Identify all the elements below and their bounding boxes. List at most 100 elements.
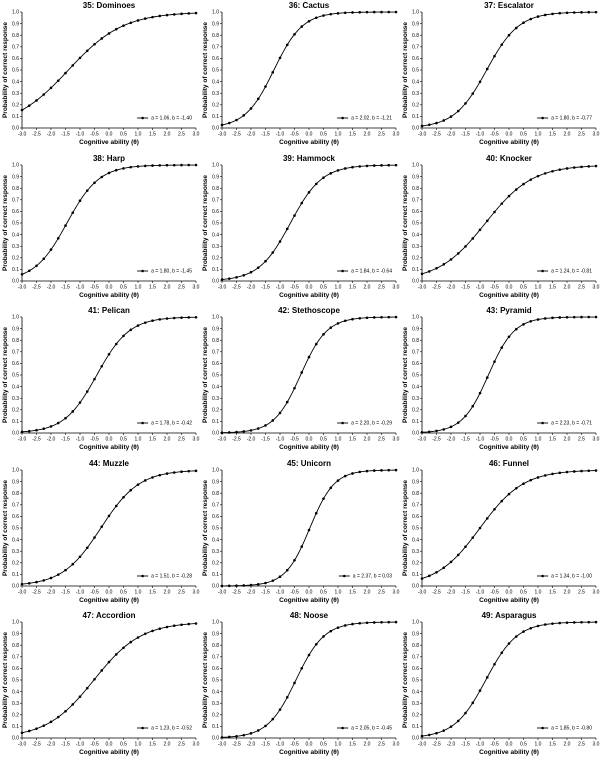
legend-label: a = 2.23, b = -0.71 bbox=[551, 421, 592, 427]
chart-svg: 45: Unicorn 0.0 0.1 0.2 0.3 0.4 0.5 0.6 0.7 0.8 0.… bbox=[202, 459, 400, 604]
y-tick-label: 0.8 bbox=[412, 338, 419, 344]
y-tick-label: 1.0 bbox=[412, 163, 419, 169]
x-tick-label: -1.5 bbox=[461, 132, 470, 138]
data-point bbox=[372, 316, 376, 319]
y-tick-label: 0.9 bbox=[212, 479, 219, 485]
x-tick-label: -2.0 bbox=[447, 285, 456, 291]
x-axis-label: Cognitive ability (θ) bbox=[79, 444, 139, 451]
data-point bbox=[543, 317, 547, 320]
data-point bbox=[187, 316, 191, 319]
y-tick-label: 0.3 bbox=[212, 549, 219, 555]
series-line bbox=[21, 623, 197, 734]
data-point bbox=[394, 468, 398, 472]
x-tick-label: -3.0 bbox=[18, 590, 27, 596]
data-point bbox=[307, 355, 311, 359]
y-tick-label: 1.0 bbox=[12, 315, 19, 321]
data-point bbox=[114, 653, 118, 656]
data-point bbox=[372, 10, 376, 14]
data-point bbox=[380, 620, 383, 624]
x-tick-label: 2.0 bbox=[164, 742, 171, 748]
y-tick-label: 0.9 bbox=[412, 479, 419, 485]
data-point bbox=[580, 469, 583, 473]
data-point bbox=[478, 526, 482, 530]
data-point bbox=[500, 346, 504, 349]
x-tick-label: -2.5 bbox=[232, 742, 241, 748]
data-point bbox=[587, 469, 591, 473]
legend-swatch-marker bbox=[141, 726, 144, 730]
y-tick-label: 0.1 bbox=[412, 267, 419, 273]
x-tick-label: -3.0 bbox=[218, 742, 227, 748]
y-tick-label: 0.5 bbox=[412, 68, 419, 74]
chart-panel: 38: Harp 0.0 0.1 0.2 0.3 0.4 0.5 0.6 0.7 0.8 0.9 1.… bbox=[0, 153, 200, 305]
y-tick-label: 0.4 bbox=[412, 689, 419, 695]
y-tick-label: 0.3 bbox=[212, 396, 219, 402]
data-point bbox=[572, 621, 576, 624]
y-tick-label: 0.0 bbox=[12, 431, 19, 437]
data-point bbox=[507, 335, 511, 339]
data-point bbox=[449, 115, 453, 118]
y-tick-label: 0.3 bbox=[12, 244, 19, 250]
data-point bbox=[478, 391, 482, 395]
data-point bbox=[271, 71, 275, 74]
chart-panel: 39: Hammock 0.0 0.1 0.2 0.3 0.4 0.5 0.6 0.7 0.8 0.… bbox=[200, 153, 400, 305]
chart-panel: 43: Pyramid 0.0 0.1 0.2 0.3 0.4 0.5 0.6 0.7 0.8 0.… bbox=[400, 305, 600, 457]
data-point bbox=[27, 269, 31, 273]
data-point bbox=[249, 270, 253, 274]
data-point bbox=[151, 164, 154, 167]
chart-svg: 38: Harp 0.0 0.1 0.2 0.3 0.4 0.5 0.6 0.7 0.8 0.9 1.… bbox=[2, 154, 200, 299]
data-point bbox=[394, 315, 398, 319]
data-point bbox=[551, 169, 554, 173]
x-tick-label: -2.5 bbox=[32, 285, 41, 291]
data-point bbox=[572, 470, 576, 473]
x-tick-label: 0.0 bbox=[506, 742, 513, 748]
data-point bbox=[35, 264, 38, 268]
legend-label: a = 1.78, b = -0.42 bbox=[151, 421, 192, 427]
legend-swatch-marker bbox=[541, 421, 544, 425]
x-tick-label: 2.0 bbox=[364, 437, 371, 443]
data-point bbox=[427, 123, 431, 127]
x-tick-label: 2.5 bbox=[378, 285, 385, 291]
legend-swatch-marker bbox=[141, 116, 144, 120]
legend-label: a = 2.05, b = -0.45 bbox=[351, 726, 392, 732]
legend-swatch-marker bbox=[141, 269, 144, 273]
y-axis-label: Probability of correct response bbox=[2, 632, 9, 728]
x-tick-label: 2.5 bbox=[578, 437, 585, 443]
chart-panel: 47: Accordion 0.0 0.1 0.2 0.3 0.4 0.5 0.6 0.7 0.8… bbox=[0, 610, 200, 762]
data-point bbox=[285, 43, 289, 47]
data-point bbox=[71, 562, 75, 566]
y-tick-label: 0.7 bbox=[412, 503, 419, 509]
data-point bbox=[558, 471, 562, 475]
data-point bbox=[35, 99, 38, 102]
data-point bbox=[107, 171, 111, 175]
data-point bbox=[151, 319, 154, 322]
data-point bbox=[322, 333, 325, 336]
chart-panel: 45: Unicorn 0.0 0.1 0.2 0.3 0.4 0.5 0.6 0.7 0.8 0.… bbox=[200, 458, 400, 610]
data-point bbox=[172, 624, 176, 628]
data-point bbox=[307, 528, 311, 532]
data-point bbox=[565, 470, 569, 474]
y-tick-label: 0.8 bbox=[412, 186, 419, 192]
data-point bbox=[565, 167, 569, 170]
data-point bbox=[64, 416, 67, 420]
data-point bbox=[100, 364, 104, 368]
x-tick-label: 1.0 bbox=[535, 285, 542, 291]
data-point bbox=[122, 496, 125, 499]
x-tick-label: -1.0 bbox=[476, 590, 485, 596]
x-tick-label: -0.5 bbox=[490, 742, 499, 748]
y-tick-label: 0.8 bbox=[12, 491, 19, 497]
data-point bbox=[442, 119, 446, 122]
x-tick-label: -1.0 bbox=[276, 590, 285, 596]
y-tick-label: 0.3 bbox=[12, 701, 19, 707]
data-point bbox=[485, 517, 489, 520]
y-tick-label: 0.2 bbox=[212, 561, 219, 567]
data-point bbox=[493, 210, 496, 214]
y-tick-label: 0.4 bbox=[12, 384, 19, 390]
data-point bbox=[122, 646, 125, 650]
x-tick-label: 3.0 bbox=[193, 590, 200, 596]
data-point bbox=[558, 316, 562, 319]
data-point bbox=[71, 410, 75, 413]
x-tick-label: 3.0 bbox=[593, 590, 600, 596]
legend-label: a = 1.51, b = -0.28 bbox=[151, 574, 192, 580]
data-point bbox=[129, 21, 133, 25]
data-point bbox=[580, 165, 583, 169]
